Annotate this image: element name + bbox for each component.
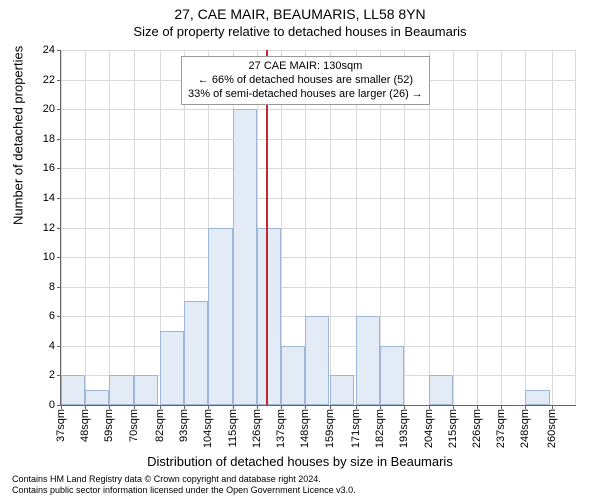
x-tick-label: 37sqm (55, 409, 67, 442)
x-tick-label: 237sqm (495, 409, 507, 448)
x-tick-label: 193sqm (398, 409, 410, 448)
annotation-line-2: ← 66% of detached houses are smaller (52… (188, 74, 423, 88)
histogram-bar (356, 316, 380, 405)
y-tick-label: 18 (43, 133, 55, 145)
chart-subtitle: Size of property relative to detached ho… (0, 24, 600, 39)
plot-area: 02468101214161820222437sqm48sqm59sqm70sq… (60, 50, 576, 406)
gridline-v (85, 50, 86, 405)
y-tick-label: 10 (43, 251, 55, 263)
x-tick-label: 93sqm (178, 409, 190, 442)
gridline-h (61, 50, 576, 51)
footer-attribution: Contains HM Land Registry data © Crown c… (12, 474, 356, 496)
y-tick-label: 20 (43, 103, 55, 115)
x-tick-label: 182sqm (374, 409, 386, 448)
histogram-bar (233, 109, 257, 405)
y-tick-label: 12 (43, 222, 55, 234)
x-tick-label: 48sqm (79, 409, 91, 442)
gridline-v (453, 50, 454, 405)
y-tick-label: 2 (49, 369, 55, 381)
histogram-bar (281, 346, 305, 405)
gridline-v (477, 50, 478, 405)
gridline-v (525, 50, 526, 405)
histogram-bar (61, 375, 85, 405)
histogram-bar (257, 228, 281, 406)
histogram-bar (85, 390, 109, 405)
y-tick-label: 4 (49, 340, 55, 352)
histogram-bar (525, 390, 549, 405)
gridline-h (61, 228, 576, 229)
x-tick-label: 226sqm (471, 409, 483, 448)
x-tick-label: 171sqm (350, 409, 362, 448)
histogram-bar (429, 375, 453, 405)
x-tick-label: 248sqm (519, 409, 531, 448)
x-tick-label: 59sqm (103, 409, 115, 442)
annotation-line-3: 33% of semi-detached houses are larger (… (188, 88, 423, 102)
x-tick-label: 115sqm (227, 409, 239, 447)
gridline-v (61, 50, 62, 405)
x-tick-label: 137sqm (275, 409, 287, 448)
x-tick-label: 82sqm (154, 409, 166, 442)
x-tick-label: 104sqm (202, 409, 214, 448)
histogram-bar (208, 228, 232, 406)
x-tick-label: 159sqm (324, 409, 336, 448)
x-tick-label: 260sqm (546, 409, 558, 448)
histogram-bar (380, 346, 404, 405)
histogram-bar (160, 331, 184, 405)
marker-annotation: 27 CAE MAIR: 130sqm ← 66% of detached ho… (181, 56, 430, 105)
histogram-bar (134, 375, 158, 405)
x-tick-label: 215sqm (447, 409, 459, 448)
gridline-h (61, 139, 576, 140)
histogram-bar (109, 375, 133, 405)
x-axis-label: Distribution of detached houses by size … (0, 454, 600, 469)
gridline-h (61, 198, 576, 199)
y-tick-label: 22 (43, 74, 55, 86)
y-axis-label: Number of detached properties (11, 46, 26, 225)
x-tick-label: 70sqm (128, 409, 140, 442)
footer-line-1: Contains HM Land Registry data © Crown c… (12, 474, 356, 485)
gridline-v (575, 50, 576, 405)
x-tick-label: 148sqm (299, 409, 311, 448)
gridline-h (61, 257, 576, 258)
gridline-h (61, 287, 576, 288)
histogram-bar (330, 375, 354, 405)
chart-container: 27, CAE MAIR, BEAUMARIS, LL58 8YN Size o… (0, 0, 600, 500)
gridline-h (61, 109, 576, 110)
gridline-v (109, 50, 110, 405)
gridline-v (134, 50, 135, 405)
gridline-v (501, 50, 502, 405)
histogram-bar (184, 301, 208, 405)
x-tick-label: 204sqm (423, 409, 435, 448)
y-tick-label: 16 (43, 162, 55, 174)
footer-line-2: Contains public sector information licen… (12, 485, 356, 496)
y-tick-label: 14 (43, 192, 55, 204)
gridline-v (552, 50, 553, 405)
x-tick-label: 126sqm (251, 409, 263, 448)
y-tick-label: 24 (43, 44, 55, 56)
gridline-h (61, 168, 576, 169)
y-tick-label: 8 (49, 281, 55, 293)
annotation-line-1: 27 CAE MAIR: 130sqm (188, 60, 423, 74)
histogram-bar (305, 316, 329, 405)
y-tick-label: 6 (49, 310, 55, 322)
chart-title-address: 27, CAE MAIR, BEAUMARIS, LL58 8YN (0, 6, 600, 22)
